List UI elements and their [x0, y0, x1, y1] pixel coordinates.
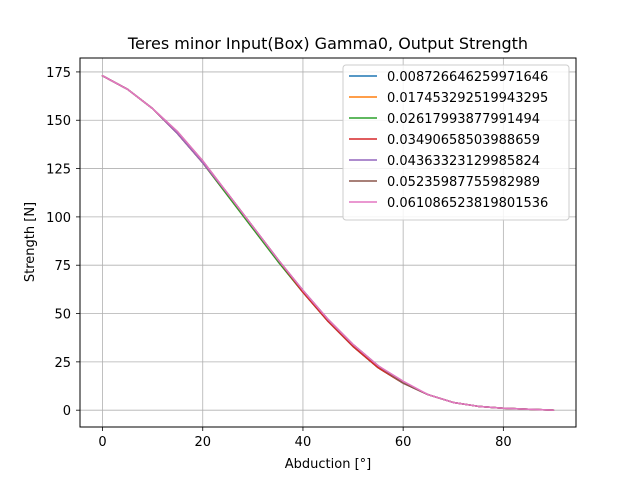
x-tick-label: 20: [194, 435, 211, 450]
x-tick-label: 40: [295, 435, 312, 450]
chart-title: Teres minor Input(Box) Gamma0, Output St…: [127, 34, 528, 53]
y-tick-label: 175: [46, 66, 71, 81]
x-axis-label: Abduction [°]: [285, 457, 371, 472]
series-lines: [101, 75, 555, 411]
x-tick-label: 60: [395, 435, 412, 450]
legend-label: 0.061086523819801536: [387, 196, 548, 211]
legend: 0.008726646259971646 0.017453292519943295…: [342, 64, 570, 221]
y-tick-label: 50: [54, 308, 71, 323]
x-tick-label: 0: [98, 435, 106, 450]
legend-label: 0.017453292519943295: [387, 91, 548, 106]
y-tick-label: 100: [46, 211, 71, 226]
legend-label: 0.008726646259971646: [387, 70, 548, 85]
x-tick-label: 80: [495, 435, 512, 450]
y-tick-label: 125: [46, 163, 71, 178]
legend-label: 0.05235987755982989: [387, 175, 540, 190]
legend-box: [342, 64, 570, 221]
axis-ticks: 0 20 40 60 80 0 25 50 75 100 125 150 175: [46, 66, 511, 450]
legend-label: 0.04363323129985824: [387, 154, 540, 169]
legend-label: 0.02617993877991494: [387, 112, 540, 127]
y-tick-label: 150: [46, 114, 71, 129]
plot-area-frame: [79, 57, 577, 428]
y-axis-label: Strength [N]: [23, 202, 38, 282]
y-tick-label: 25: [54, 356, 71, 371]
legend-label: 0.03490658503988659: [387, 133, 540, 148]
y-tick-label: 75: [54, 259, 71, 274]
series-line: [101, 75, 555, 411]
y-tick-label: 0: [63, 404, 71, 419]
